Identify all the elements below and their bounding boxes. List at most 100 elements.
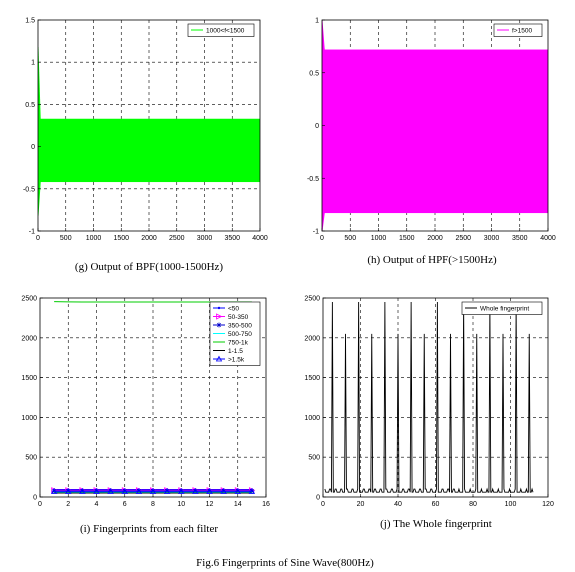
x-tick-label: 12: [206, 501, 214, 508]
y-tick-label: -0.5: [307, 176, 319, 183]
x-tick-label: 0: [38, 501, 42, 508]
legend-box: [493, 23, 543, 37]
data-point: [220, 488, 227, 494]
x-tick-label: 10: [177, 501, 185, 508]
data-point: [248, 488, 256, 494]
x-tick-label: 120: [542, 501, 554, 508]
y-tick-label: 0: [316, 495, 320, 502]
series-band: [324, 49, 548, 214]
x-tick-label: 2000: [427, 235, 443, 242]
figure-caption: Fig.6 Fingerprints of Sine Wave(800Hz): [196, 557, 374, 569]
series-group: [50, 301, 256, 494]
x-tick-label: 6: [123, 501, 127, 508]
y-tick-label: 0: [31, 144, 35, 151]
x-tick-label: 60: [432, 501, 440, 508]
y-tick-label: 500: [308, 455, 320, 462]
x-tick-label: 2: [66, 501, 70, 508]
series-group: [324, 301, 534, 493]
data-point: [206, 488, 213, 494]
legend-label: f>1500: [512, 27, 532, 34]
data-point: [121, 488, 128, 494]
x-tick-label: 1000: [371, 235, 387, 242]
x-tick-label: 1500: [113, 235, 129, 242]
plot-area: [323, 298, 548, 497]
data-point: [65, 488, 72, 494]
series-group: [322, 20, 548, 231]
data-point: [107, 488, 114, 494]
data-point: [50, 488, 58, 494]
data-point: [234, 488, 241, 494]
y-tick-label: 2000: [304, 335, 320, 342]
x-tick-label: 500: [344, 235, 356, 242]
caption-j: (j) The Whole fingerprint: [380, 518, 492, 530]
series-band: [40, 118, 260, 183]
x-tick-label: 3500: [512, 235, 528, 242]
x-tick-label: 40: [394, 501, 402, 508]
x-tick-label: 0: [321, 501, 325, 508]
y-tick-label: 500: [25, 455, 37, 462]
y-tick-label: 1: [315, 18, 319, 25]
series-line: [324, 301, 534, 493]
data-point: [149, 488, 157, 494]
y-tick-label: 1: [31, 60, 35, 67]
legend-label: 1000<f<1500: [206, 27, 245, 34]
legend-label: 350-500: [228, 322, 252, 329]
y-tick-label: 1000: [21, 415, 37, 422]
x-tick-label: 4000: [540, 235, 556, 242]
data-point: [217, 306, 221, 310]
x-tick-label: 14: [234, 501, 242, 508]
legend-box: [187, 23, 255, 37]
x-tick-label: 3500: [224, 235, 240, 242]
data-point: [216, 322, 222, 328]
x-tick-label: 4: [95, 501, 99, 508]
data-point: [215, 355, 223, 362]
y-tick-label: 1.5: [25, 18, 35, 25]
y-tick-label: 2500: [21, 296, 37, 303]
y-tick-label: 0.5: [309, 70, 319, 77]
x-tick-label: 4000: [252, 235, 268, 242]
y-tick-label: -0.5: [23, 186, 35, 193]
x-tick-label: 2500: [169, 235, 185, 242]
data-point: [79, 488, 86, 494]
y-tick-label: 0.5: [25, 102, 35, 109]
y-tick-label: 1000: [304, 415, 320, 422]
legend-label: 1-1.5: [228, 348, 243, 355]
legend-label: <50: [228, 305, 239, 312]
x-tick-label: 20: [357, 501, 365, 508]
x-tick-label: 3000: [197, 235, 213, 242]
chart-j-whole-fingerprint: 0 20 40 60 80 100 120 0 500 1000 1500 2000 2500 Whole…: [304, 296, 554, 509]
y-tick-label: 1500: [21, 375, 37, 382]
x-tick-label: 0: [36, 235, 40, 242]
x-tick-label: 500: [60, 235, 72, 242]
y-tick-label: 2500: [304, 296, 320, 303]
y-tick-label: -1: [313, 229, 319, 236]
x-tick-label: 2000: [141, 235, 157, 242]
data-point: [163, 488, 171, 494]
data-point: [216, 313, 223, 320]
y-tick-label: -1: [29, 229, 35, 236]
legend-label: 500-750: [228, 331, 252, 338]
caption-g: (g) Output of BPF(1000-1500Hz): [75, 261, 224, 273]
x-tick-label: 0: [320, 235, 324, 242]
data-point: [192, 488, 199, 494]
x-tick-label: 80: [469, 501, 477, 508]
chart-i-filter-fingerprints: 0 2 4 6 8 10 12 14 16 0 500 1000 1500 2000 2500 <50 50-3…: [21, 296, 270, 509]
x-tick-label: 3000: [484, 235, 500, 242]
x-tick-label: 8: [151, 501, 155, 508]
legend-label: Whole fingerprint: [480, 305, 529, 312]
legend-label: >1.5k: [228, 356, 245, 363]
x-tick-label: 2500: [455, 235, 471, 242]
data-point: [51, 488, 57, 494]
x-tick-label: 1000: [86, 235, 102, 242]
x-tick-label: 1500: [399, 235, 415, 242]
legend-label: 750-1k: [228, 339, 249, 346]
caption-i: (i) Fingerprints from each filter: [80, 523, 218, 535]
y-tick-label: 0: [315, 123, 319, 130]
legend-box: [461, 301, 543, 315]
chart-h-hpf-output: 0 500 1000 1500 2000 2500 3000 3500 4000 -1 -0.5 0 0…: [307, 18, 556, 243]
x-tick-label: 16: [262, 501, 270, 508]
y-tick-label: 0: [33, 495, 37, 502]
data-point: [178, 488, 185, 494]
x-tick-label: 100: [505, 501, 517, 508]
